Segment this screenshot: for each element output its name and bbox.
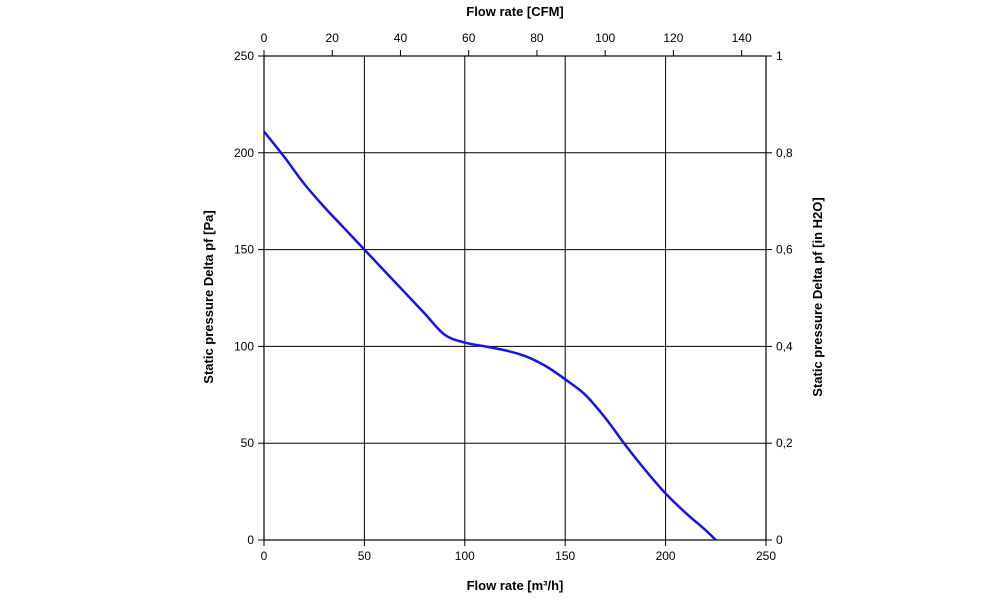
x-axis-top-title: Flow rate [CFM]	[466, 4, 564, 19]
y-right-tick-label: 0,2	[776, 436, 793, 450]
y-left-tick-label: 250	[234, 49, 254, 63]
x-top-tick-label: 120	[663, 31, 683, 45]
y-left-tick-label: 50	[241, 436, 255, 450]
tick-marks	[258, 50, 772, 546]
y-axis-left-title: Static pressure Delta pf [Pa]	[201, 210, 216, 383]
x-bottom-tick-label: 0	[261, 549, 268, 563]
x-bottom-tick-label: 100	[455, 549, 475, 563]
x-bottom-tick-label: 50	[358, 549, 372, 563]
y-right-tick-label: 0,4	[776, 339, 793, 353]
x-top-tick-label: 40	[394, 31, 408, 45]
x-top-tick-label: 60	[462, 31, 476, 45]
y-left-tick-label: 200	[234, 146, 254, 160]
x-top-tick-label: 0	[261, 31, 268, 45]
y-axis-right-title: Static pressure Delta pf [in H2O]	[810, 197, 825, 396]
series-group	[263, 130, 717, 541]
x-top-tick-label: 20	[326, 31, 340, 45]
y-right-tick-label: 1	[776, 49, 783, 63]
plot-frame	[263, 55, 767, 541]
grid-lines	[263, 55, 767, 541]
y-right-tick-label: 0,8	[776, 146, 793, 160]
x-bottom-tick-label: 200	[656, 549, 676, 563]
y-left-tick-label: 100	[234, 339, 254, 353]
x-bottom-tick-label: 250	[756, 549, 776, 563]
y-right-tick-label: 0,6	[776, 243, 793, 257]
series-line	[263, 130, 717, 541]
x-top-tick-label: 80	[530, 31, 544, 45]
x-top-tick-label: 100	[595, 31, 615, 45]
x-top-tick-label: 140	[732, 31, 752, 45]
x-bottom-tick-label: 150	[555, 549, 575, 563]
y-left-tick-label: 0	[247, 533, 254, 547]
y-left-tick-label: 150	[234, 243, 254, 257]
y-right-tick-label: 0	[776, 533, 783, 547]
x-axis-bottom-title: Flow rate [m³/h]	[467, 578, 564, 593]
